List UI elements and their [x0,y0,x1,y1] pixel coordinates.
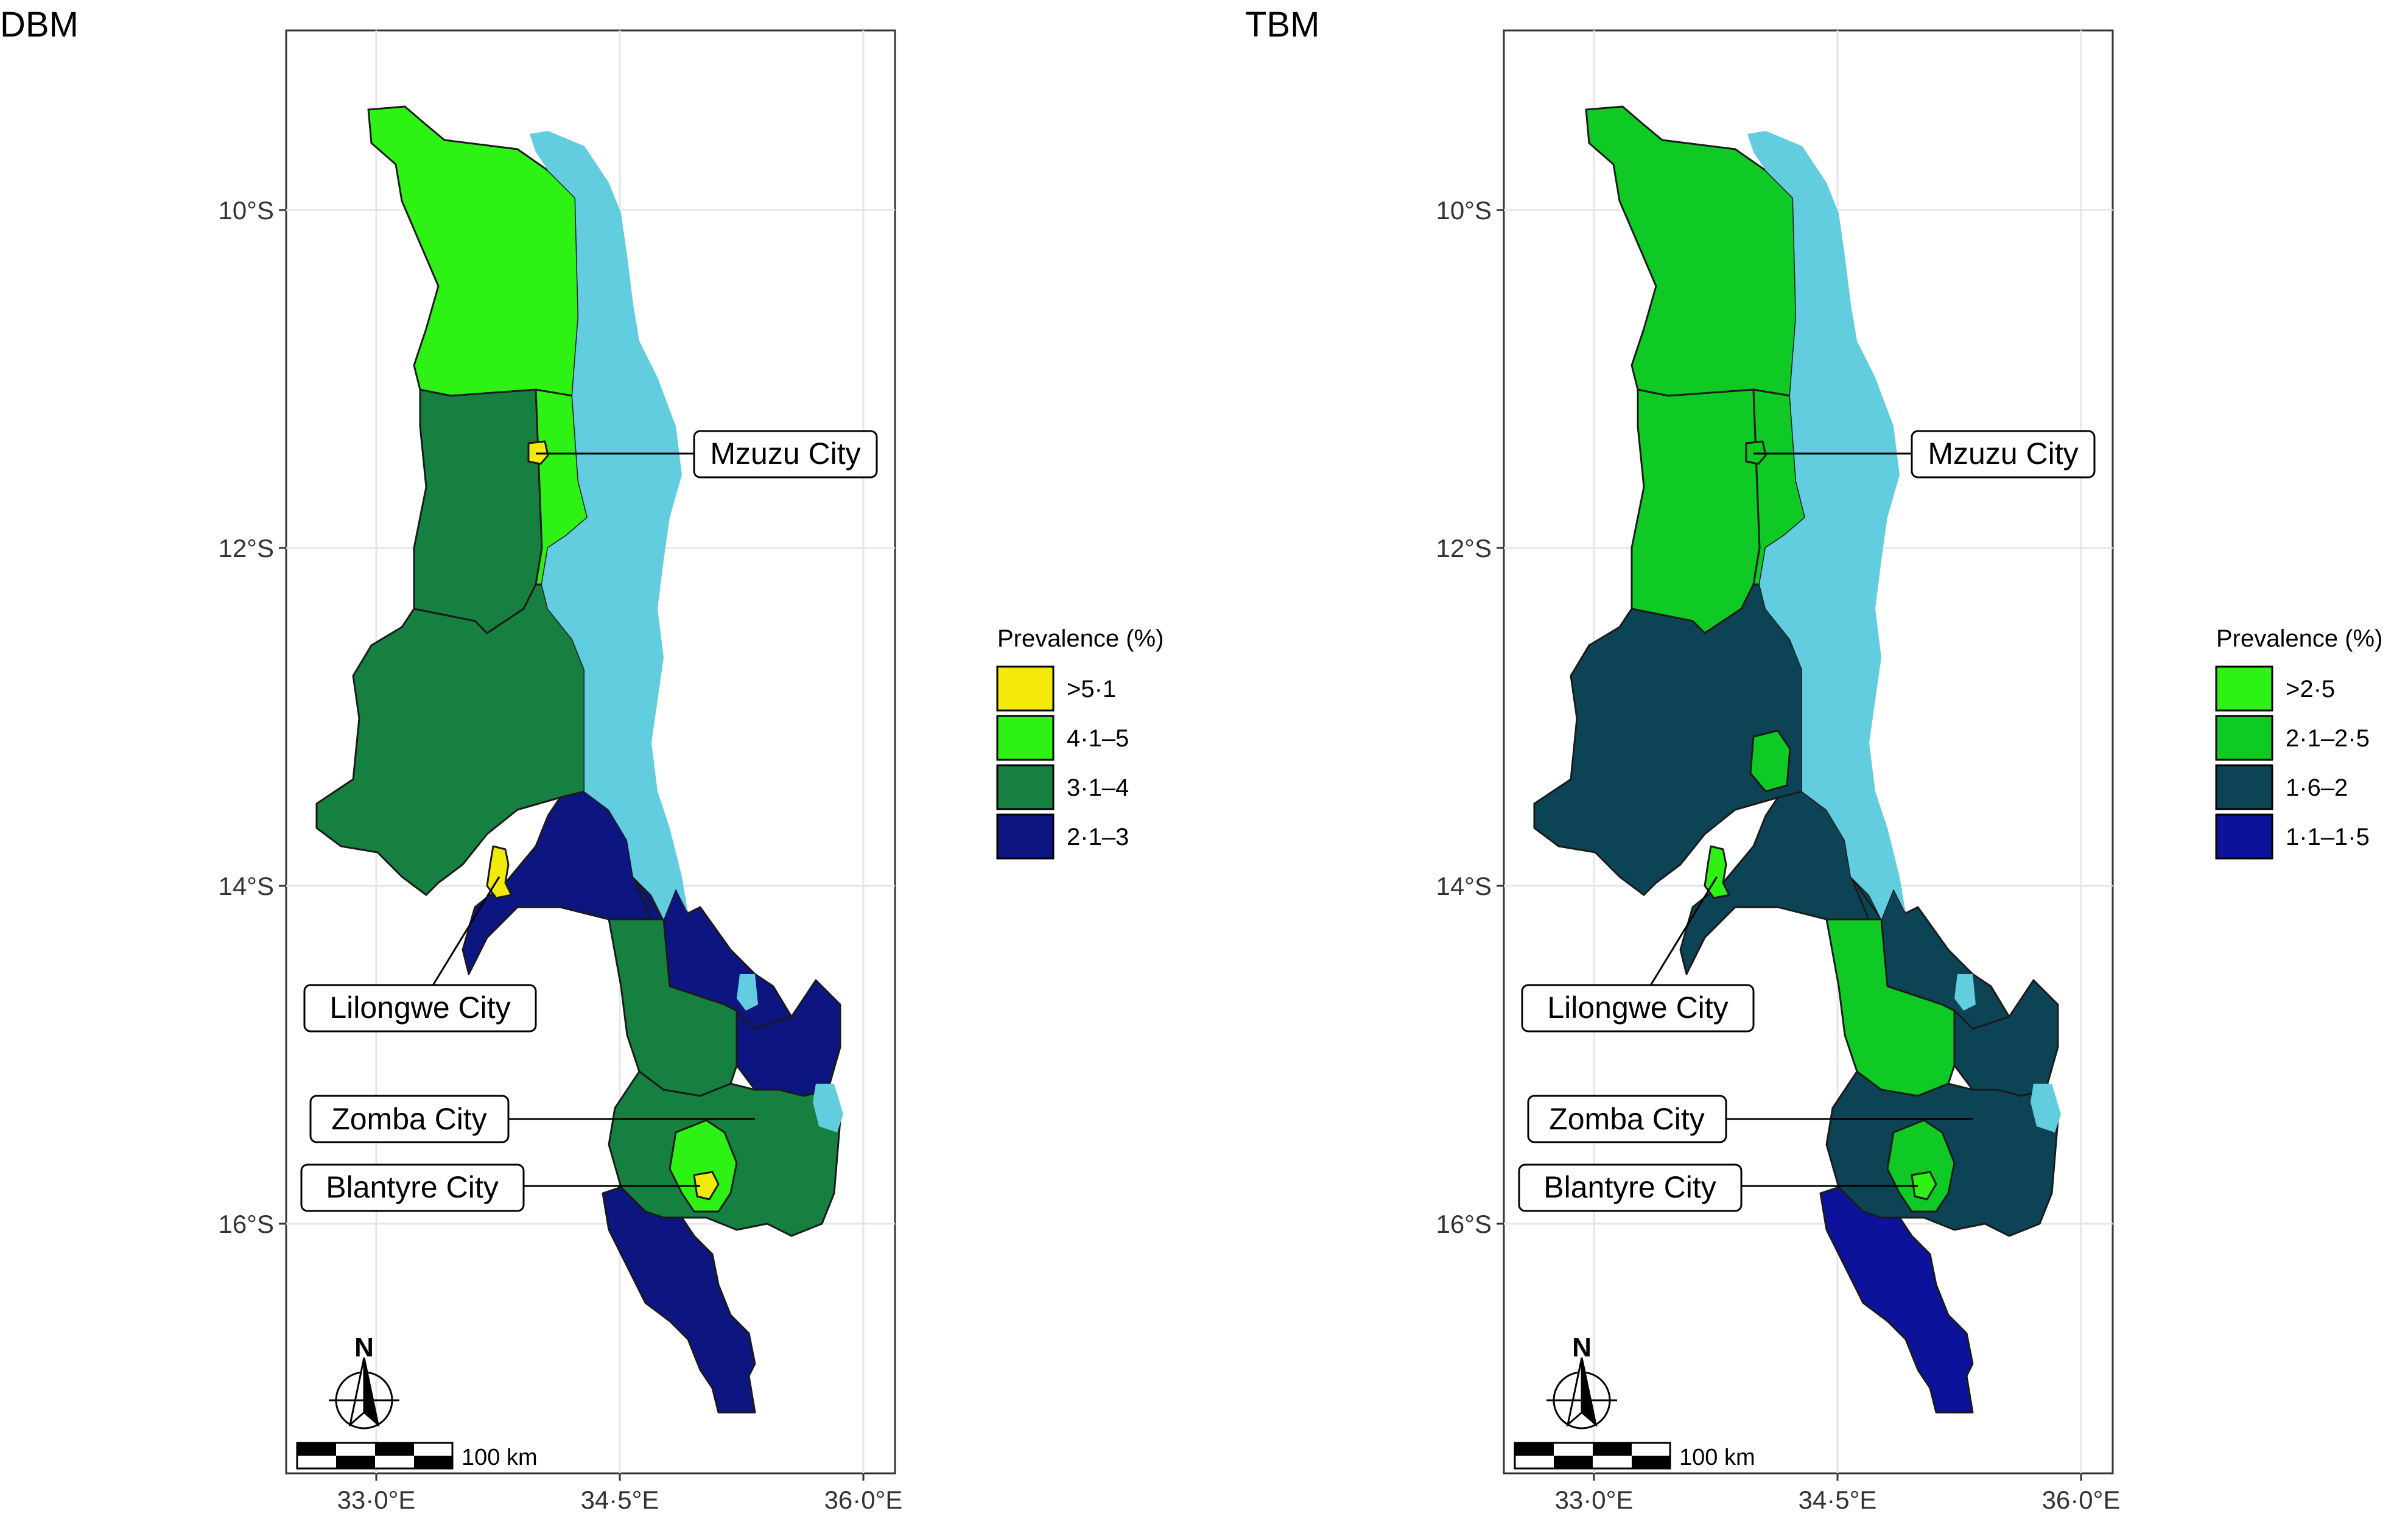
label-zomba-city: Zomba City [1549,1102,1705,1136]
scale-bar: 100 km [296,1442,538,1470]
legend-swatch [996,665,1055,712]
district-mzimba [413,388,543,634]
x-tick-label: 33·0°E [337,1486,416,1514]
panel-title: DBM [0,5,79,44]
legend-tbm: Prevalence (%) >2·5 2·1–2·5 1·6–2 1·1–1·… [2215,625,2382,860]
scale-bar-label: 100 km [462,1445,538,1470]
y-axis: 10°S 12°S 14°S 16°S [1436,196,1504,1238]
legend-label: >2·5 [2286,676,2335,703]
scale-bar: 100 km [1514,1442,1755,1470]
scale-bar-label: 100 km [1679,1445,1755,1470]
label-lilongwe-city: Lilongwe City [1547,991,1728,1025]
x-tick-label: 36·0°E [824,1486,903,1514]
legend-swatch [2215,715,2273,761]
north-arrow-icon: N [329,1333,399,1430]
label-blantyre-city: Blantyre City [1543,1170,1716,1204]
legend-label: 4·1–5 [1067,725,1129,752]
legend-swatch [2215,665,2273,712]
label-mzuzu-city: Mzuzu City [710,437,860,471]
city-callouts: Mzuzu City Lilongwe City Zomba City Blan… [300,430,878,1212]
y-tick-label: 16°S [218,1210,274,1238]
legend-label: 1·1–1·5 [2286,824,2370,851]
x-tick-label: 33·0°E [1555,1486,1634,1514]
label-zomba-city: Zomba City [331,1102,487,1136]
y-axis: 10°S 12°S 14°S 16°S [218,196,286,1238]
y-tick-label: 10°S [218,196,274,225]
legend-label: 2·1–3 [1067,824,1129,851]
north-label: N [1572,1333,1592,1363]
north-arrow-icon: N [1546,1333,1617,1430]
legend-label: 3·1–4 [1067,774,1129,801]
north-label: N [354,1333,374,1363]
y-tick-label: 10°S [1436,196,1492,225]
label-blantyre-city: Blantyre City [326,1170,498,1204]
y-tick-label: 14°S [1436,872,1492,900]
panel-title: TBM [1245,5,1319,44]
legend-label: >5·1 [1067,676,1116,703]
label-lilongwe-city: Lilongwe City [329,991,510,1025]
legend-label: 2·1–2·5 [2286,725,2370,752]
map-panel-tbm: TBM [1245,5,2382,1514]
x-axis: 33·0°E 34·5°E 36·0°E [337,1473,903,1514]
legend-title: Prevalence (%) [2216,625,2382,652]
y-tick-label: 16°S [1436,1210,1492,1238]
legend-swatch [2215,813,2273,860]
legend-swatch [996,764,1055,810]
legend-swatch [996,813,1055,860]
x-tick-label: 34·5°E [581,1486,659,1514]
legend-title: Prevalence (%) [997,625,1164,652]
map-panel-dbm: DBM [0,5,1164,1514]
legend-label: 1·6–2 [2286,774,2348,801]
legend-swatch [996,715,1055,761]
y-tick-label: 14°S [218,872,274,900]
x-axis: 33·0°E 34·5°E 36·0°E [1555,1473,2121,1514]
y-tick-label: 12°S [1436,534,1492,563]
label-mzuzu-city: Mzuzu City [1928,437,2078,471]
y-tick-label: 12°S [218,534,274,563]
legend-swatch [2215,764,2273,810]
x-tick-label: 34·5°E [1799,1486,1877,1514]
legend-dbm: Prevalence (%) >5·1 4·1–5 3·1–4 2·1–3 [996,625,1164,860]
x-tick-label: 36·0°E [2042,1486,2121,1514]
city-callouts: Mzuzu City Lilongwe City Zomba City Blan… [1518,430,2096,1212]
district-mzimba [1630,388,1761,634]
